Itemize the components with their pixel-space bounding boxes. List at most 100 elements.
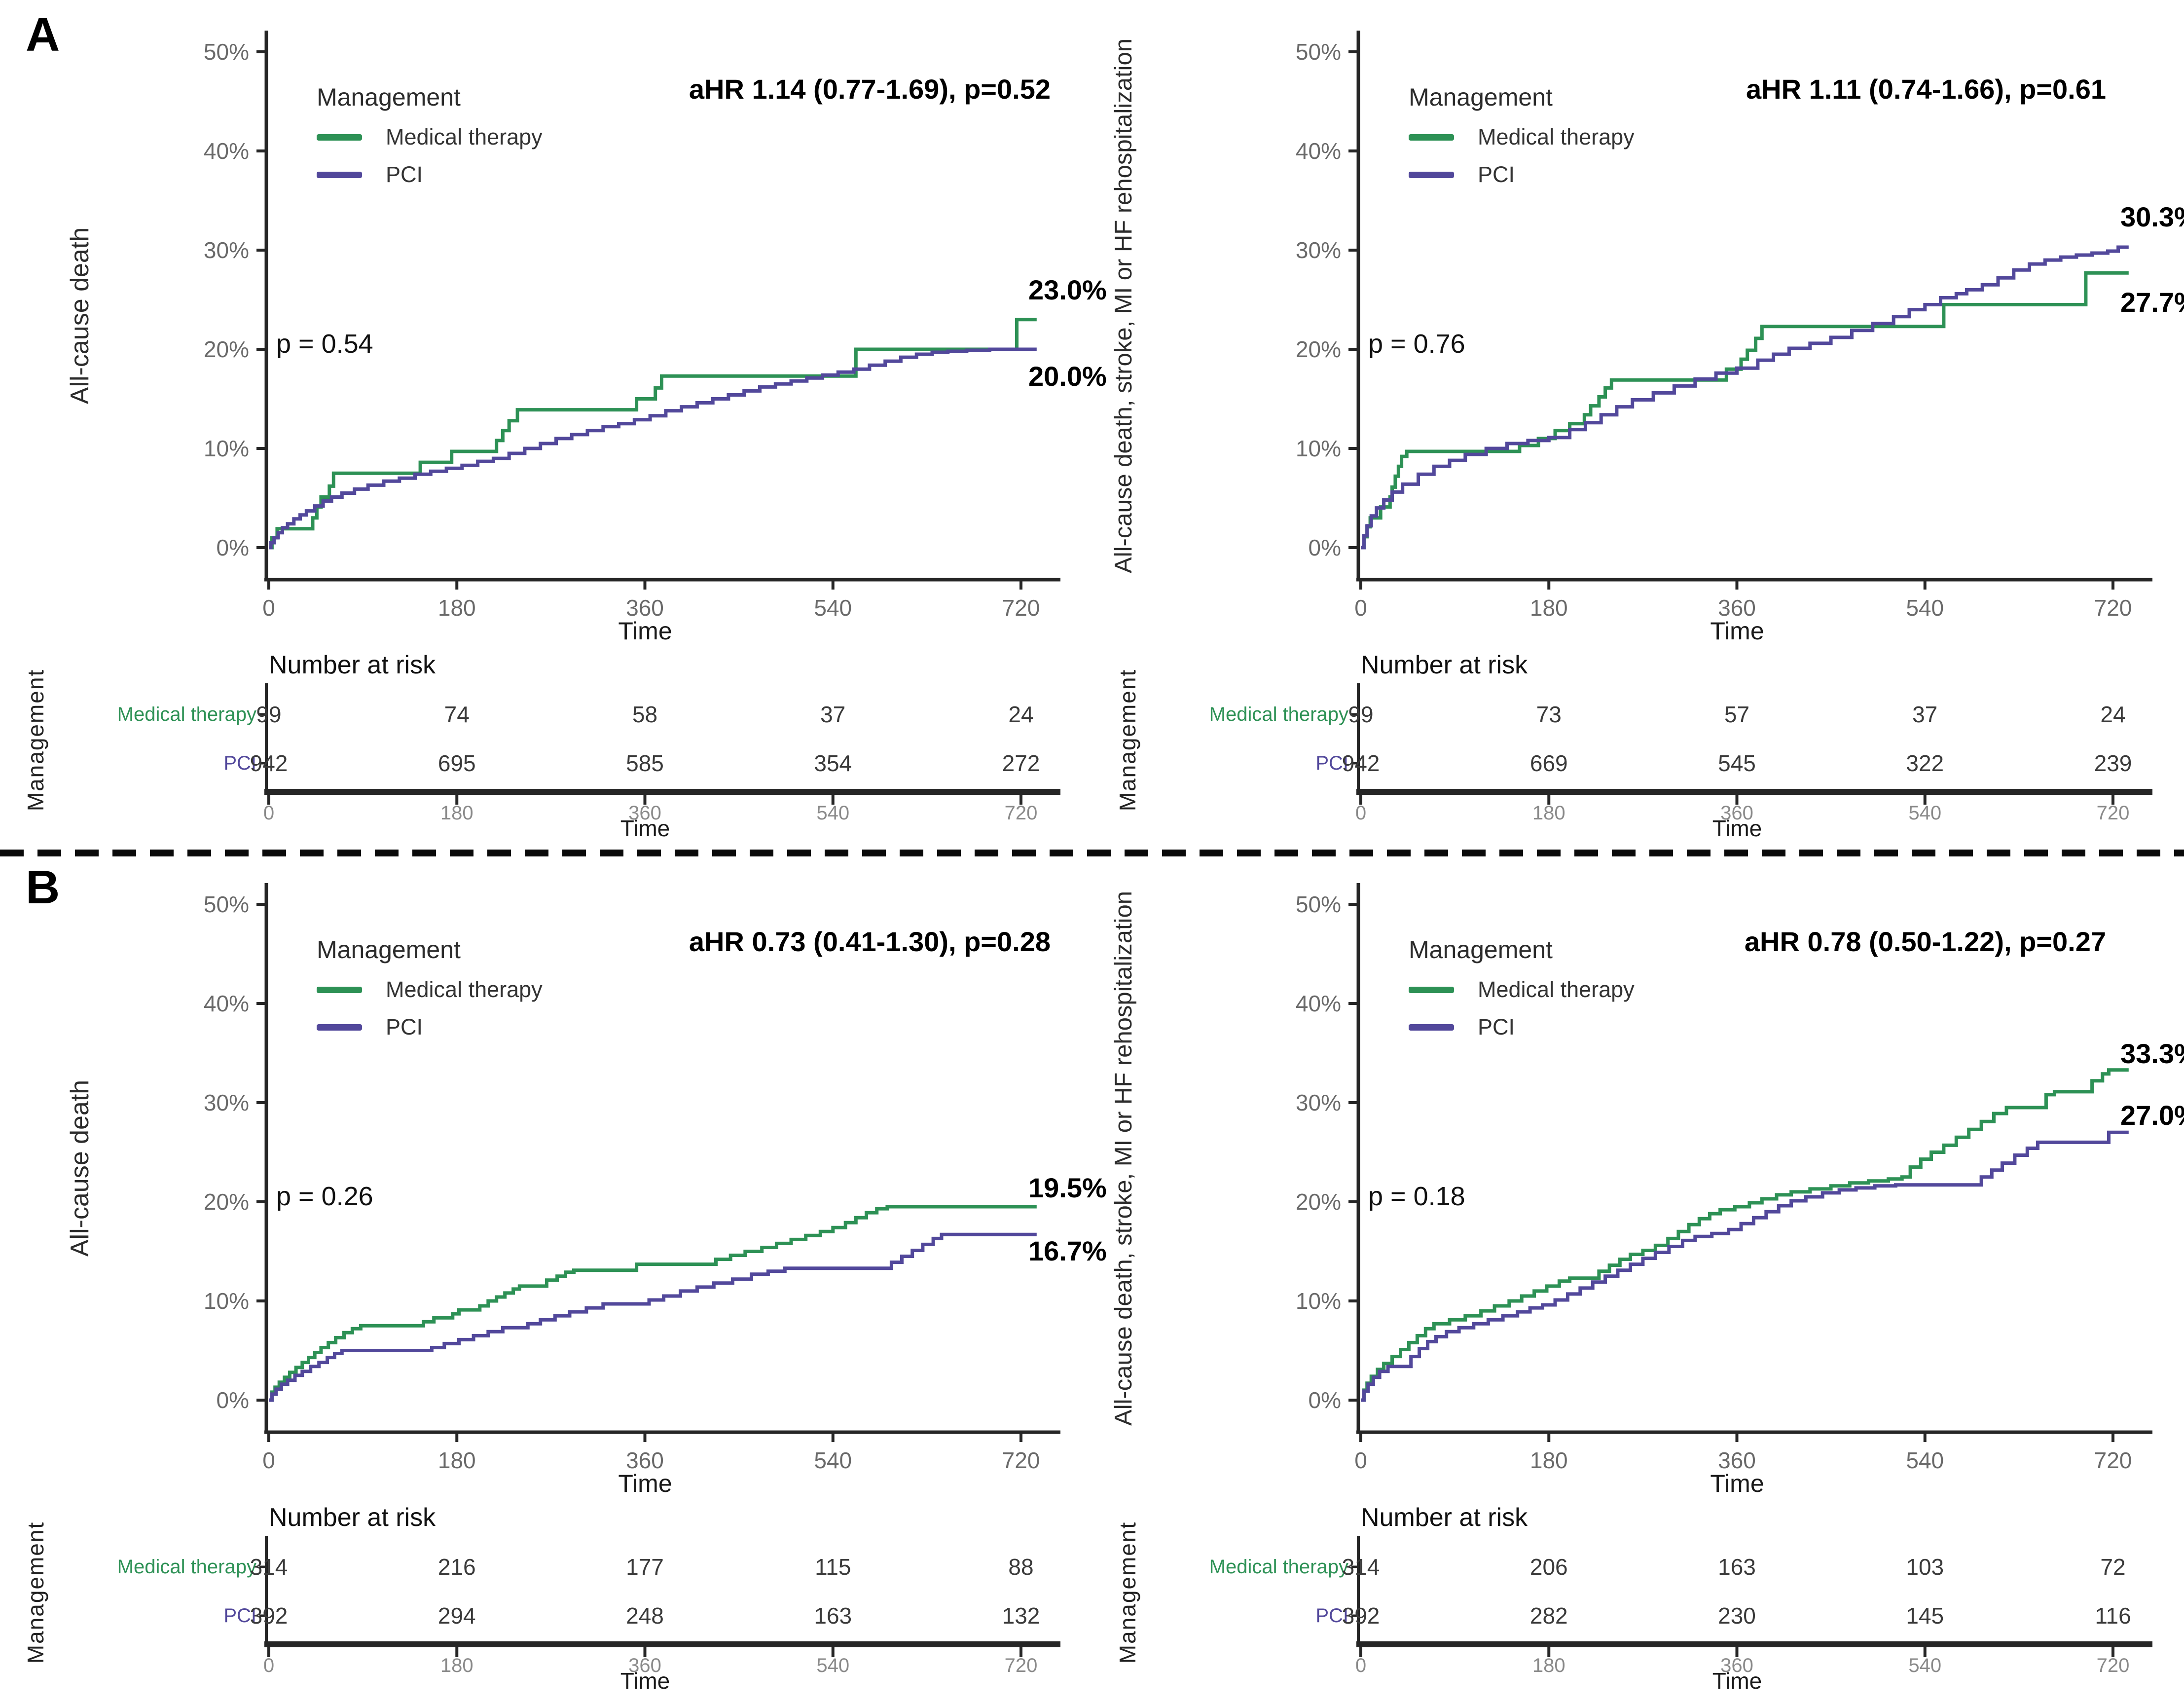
- medical-therapy-line-swatch-icon: [317, 134, 362, 141]
- risk-count-value: 145: [1906, 1603, 1944, 1629]
- x-tick-label: 540: [814, 1447, 852, 1473]
- risk-count-value: 37: [1912, 702, 1937, 727]
- risk-table-x-axis-title: Time: [620, 1668, 670, 1694]
- legend-entry-pci: PCI: [317, 162, 543, 187]
- risk-table-x-axis-title: Time: [620, 815, 670, 841]
- y-tick-label: 40%: [1296, 138, 1341, 164]
- risk-table-tick-label: 540: [1908, 802, 1941, 824]
- risk-count-value: 24: [1008, 702, 1033, 727]
- km-plot-canvas: 0% 10% 20% 30% 40% 50% 0 180 360 540 720 0 180 360 540…: [1209, 883, 2152, 1676]
- medical-therapy-line-swatch-icon: [1409, 134, 1454, 141]
- risk-table-title: Number at risk: [1361, 651, 1528, 679]
- x-tick-label: 360: [1718, 1447, 1756, 1473]
- risk-table-tick-label: 540: [816, 802, 849, 824]
- x-axis-title: Time: [618, 617, 672, 645]
- risk-count-value: 37: [820, 702, 845, 727]
- legend-entry-medical-therapy: Medical therapy: [1409, 124, 1635, 150]
- y-tick-label: 10%: [1296, 436, 1341, 461]
- y-axis-title: All-cause death: [66, 227, 94, 405]
- risk-count-value: 322: [1906, 750, 1944, 776]
- km-curve-medical-therapy: [269, 318, 1037, 550]
- y-tick-label: 20%: [1296, 336, 1341, 362]
- legend-title: Management: [317, 83, 461, 111]
- risk-table-tick-label: 0: [263, 1655, 274, 1676]
- y-tick-label: 50%: [204, 39, 249, 65]
- p-value-annotation: p = 0.54: [276, 329, 373, 359]
- x-tick-label: 180: [1530, 1447, 1568, 1473]
- x-tick-label: 540: [1906, 1447, 1944, 1473]
- risk-row-label: PCI: [1315, 1605, 1348, 1627]
- risk-count-value: 115: [815, 1554, 851, 1580]
- risk-table-tick-label: 180: [440, 1655, 473, 1676]
- legend-label-medical-therapy: Medical therapy: [386, 124, 543, 149]
- risk-row-label: Medical therapy: [1209, 1556, 1348, 1578]
- risk-count-value: 239: [2094, 750, 2132, 776]
- risk-table-tick-label: 360: [1720, 1655, 1753, 1676]
- panel-label-b: B: [26, 861, 60, 914]
- p-value-annotation: p = 0.26: [276, 1182, 373, 1211]
- risk-row-label: PCI: [223, 1605, 256, 1627]
- legend-entry-medical-therapy: Medical therapy: [317, 977, 543, 1002]
- x-tick-label: 540: [814, 595, 852, 621]
- legend-label-medical-therapy: Medical therapy: [1478, 977, 1635, 1002]
- legend-entry-pci: PCI: [1409, 162, 1635, 187]
- legend-label-medical-therapy: Medical therapy: [1478, 124, 1635, 149]
- risk-count-value: 73: [1536, 702, 1562, 727]
- risk-table-tick-label: 540: [816, 1655, 849, 1676]
- risk-count-value: 585: [626, 750, 664, 776]
- risk-count-value: 99: [256, 702, 281, 727]
- risk-count-value: 57: [1724, 702, 1749, 727]
- risk-count-value: 132: [1002, 1603, 1040, 1629]
- panel-a-left: 0% 10% 20% 30% 40% 50% 0 180 360 540 720 0 180 360 540…: [0, 0, 1107, 852]
- x-axis-title: Time: [1710, 617, 1764, 645]
- x-tick-label: 0: [1354, 1447, 1367, 1473]
- risk-table-tick-label: 360: [1720, 802, 1753, 824]
- risk-count-value: 314: [1342, 1554, 1380, 1580]
- km-curve-medical-therapy: [269, 1205, 1037, 1402]
- risk-count-value: 695: [438, 750, 476, 776]
- y-tick-label: 40%: [1296, 991, 1341, 1016]
- medical-therapy-line-swatch-icon: [1409, 986, 1454, 993]
- end-label-medical-therapy: 33.3%: [2120, 1038, 2184, 1069]
- risk-table-tick-label: 360: [628, 802, 661, 824]
- risk-group-axis-label: Management: [23, 1521, 48, 1664]
- risk-count-value: 942: [1342, 750, 1380, 776]
- risk-count-value: 216: [438, 1554, 476, 1580]
- km-curve-pci: [269, 347, 1037, 550]
- legend-title: Management: [1409, 83, 1553, 111]
- risk-table-tick-label: 180: [1532, 1655, 1565, 1676]
- ahr-annotation: aHR 0.78 (0.50-1.22), p=0.27: [1744, 926, 2106, 957]
- legend-entry-pci: PCI: [1409, 1014, 1635, 1040]
- risk-count-value: 942: [250, 750, 288, 776]
- legend-label-medical-therapy: Medical therapy: [386, 977, 543, 1002]
- pci-line-swatch-icon: [317, 171, 362, 178]
- x-tick-label: 360: [626, 595, 664, 621]
- x-tick-label: 720: [2094, 1447, 2132, 1473]
- x-tick-label: 0: [1354, 595, 1367, 621]
- x-tick-label: 720: [1002, 1447, 1040, 1473]
- pci-line-swatch-icon: [317, 1024, 362, 1031]
- end-label-medical-therapy: 23.0%: [1028, 274, 1107, 305]
- risk-table-tick-label: 0: [1355, 802, 1366, 824]
- legend-entry-medical-therapy: Medical therapy: [1409, 977, 1635, 1002]
- end-label-medical-therapy: 27.7%: [2120, 287, 2184, 318]
- y-axis-title: All-cause death: [66, 1079, 94, 1257]
- y-tick-label: 0%: [1309, 1387, 1341, 1413]
- risk-count-value: 116: [2095, 1603, 2131, 1629]
- risk-table-tick-label: 0: [263, 802, 274, 824]
- risk-count-value: 230: [1718, 1603, 1756, 1629]
- km-plot-canvas: 0% 10% 20% 30% 40% 50% 0 180 360 540 720 0 180 360 540…: [117, 883, 1060, 1676]
- risk-count-value: 24: [2100, 702, 2125, 727]
- ahr-annotation: aHR 0.73 (0.41-1.30), p=0.28: [689, 926, 1051, 957]
- y-tick-label: 10%: [204, 436, 249, 461]
- y-tick-label: 40%: [204, 138, 249, 164]
- risk-table-x-axis-title: Time: [1712, 815, 1762, 841]
- km-curve-pci: [1361, 245, 2129, 550]
- x-tick-label: 360: [1718, 595, 1756, 621]
- end-label-pci: 20.0%: [1028, 361, 1107, 392]
- risk-count-value: 74: [444, 702, 470, 727]
- risk-count-value: 354: [814, 750, 852, 776]
- legend-title: Management: [317, 936, 461, 964]
- ahr-annotation: aHR 1.14 (0.77-1.69), p=0.52: [689, 74, 1051, 105]
